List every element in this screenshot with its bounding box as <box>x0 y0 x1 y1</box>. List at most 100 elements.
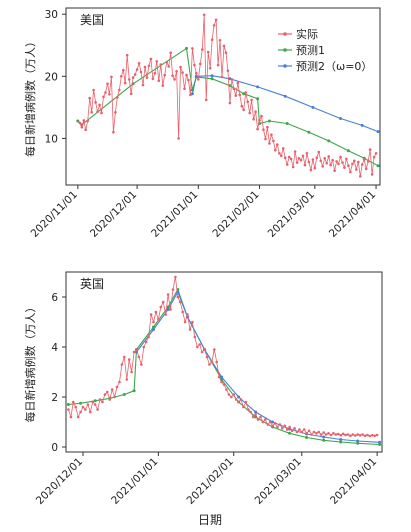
point-actual-2021-03-28 <box>366 433 369 437</box>
point-actual-2021-01-07 <box>208 66 212 70</box>
point-actual-2021-01-04 <box>164 313 167 316</box>
point-actual-2021-01-29 <box>252 117 255 121</box>
point-actual-2021-02-11 <box>278 152 281 155</box>
point-actual-2021-03-24 <box>356 433 360 436</box>
point-forecast2-2020-12-29 <box>190 92 194 96</box>
point-forecast1-2020-12-18 <box>122 393 126 396</box>
point-actual-2021-03-22 <box>351 433 355 436</box>
x-tick-label-2020-12-01: 2020/12/01 <box>88 189 139 240</box>
point-actual-2021-03-13 <box>329 433 333 437</box>
legend-label-forecast2: 预测2（ω=0） <box>296 60 372 73</box>
point-actual-2021-03-30 <box>370 173 374 176</box>
point-actual-2021-03-17 <box>339 434 343 437</box>
legend-label-actual: 实际 <box>296 27 318 41</box>
point-actual-2021-03-02 <box>302 428 306 431</box>
point-actual-2020-12-07 <box>96 408 99 411</box>
point-actual-2021-01-11 <box>181 310 184 314</box>
point-actual-2021-01-05 <box>166 293 170 296</box>
point-forecast1-2021-03-17 <box>339 440 343 444</box>
point-actual-2021-03-31 <box>373 434 377 438</box>
point-actual-2021-03-17 <box>345 157 348 161</box>
point-actual-2021-02-23 <box>285 428 289 431</box>
series-forecast2 <box>135 290 382 444</box>
point-actual-2020-12-24 <box>137 355 141 359</box>
series-line-forecast2 <box>191 75 379 133</box>
point-forecast2-2021-04-02 <box>376 130 380 134</box>
point-actual-2021-01-18 <box>198 343 201 346</box>
y-tick-label-2: 2 <box>51 392 58 404</box>
point-actual-2020-12-02 <box>84 408 87 411</box>
point-actual-2020-12-03 <box>139 70 143 74</box>
point-actual-2021-01-13 <box>220 75 224 79</box>
point-forecast1-2021-02-15 <box>285 122 289 125</box>
point-actual-2021-02-07 <box>247 408 250 411</box>
point-actual-2021-02-13 <box>281 147 285 150</box>
point-actual-2020-12-27 <box>144 340 148 344</box>
point-actual-2020-11-13 <box>100 111 103 115</box>
point-actual-2021-02-23 <box>301 154 305 158</box>
point-actual-2021-01-06 <box>206 50 210 54</box>
point-actual-2021-03-26 <box>362 158 366 161</box>
point-actual-2020-11-29 <box>131 76 135 79</box>
point-actual-2021-02-22 <box>283 424 287 428</box>
point-actual-2021-01-18 <box>230 78 234 81</box>
x-tick-label-2021-03-01: 2021/03/01 <box>266 189 317 240</box>
plot-frame <box>65 7 381 186</box>
point-forecast2-2020-12-30 <box>152 328 155 331</box>
point-actual-2021-02-10 <box>276 143 279 146</box>
point-forecast1-2021-03-24 <box>356 441 360 445</box>
point-actual-2021-02-09 <box>274 148 277 152</box>
point-actual-2021-03-08 <box>317 430 321 434</box>
point-actual-2020-11-26 <box>125 53 129 57</box>
point-actual-2021-02-22 <box>299 158 303 162</box>
point-actual-2021-02-27 <box>295 430 299 434</box>
point-actual-2020-11-17 <box>108 93 111 96</box>
legend-marker-actual <box>283 32 287 36</box>
point-actual-2021-02-19 <box>276 425 279 429</box>
point-actual-2021-03-12 <box>327 432 330 435</box>
point-forecast1-2020-12-22 <box>132 389 136 393</box>
point-actual-2020-11-25 <box>67 408 70 411</box>
point-actual-2021-01-26 <box>217 375 221 379</box>
point-actual-2021-01-23 <box>210 360 214 364</box>
point-actual-2020-12-23 <box>179 65 182 69</box>
point-actual-2021-03-14 <box>339 155 342 159</box>
point-actual-2020-12-25 <box>183 87 186 90</box>
point-actual-2021-01-02 <box>159 305 163 309</box>
panel-title: 英国 <box>80 277 104 291</box>
point-actual-2020-12-21 <box>130 370 133 374</box>
point-actual-2021-03-06 <box>312 430 316 434</box>
point-actual-2020-12-25 <box>140 363 143 366</box>
point-forecast1-2020-12-06 <box>93 399 97 403</box>
point-actual-2021-02-10 <box>254 413 257 416</box>
point-actual-2020-12-15 <box>163 73 166 77</box>
panel-title: 美国 <box>80 13 104 27</box>
point-actual-2021-02-26 <box>293 427 296 430</box>
series-line-actual <box>79 14 377 177</box>
point-actual-2021-03-18 <box>347 164 350 167</box>
point-actual-2021-03-25 <box>358 434 362 437</box>
point-actual-2021-02-26 <box>307 160 311 164</box>
point-actual-2021-01-21 <box>205 355 209 359</box>
point-actual-2021-04-01 <box>374 152 378 155</box>
point-actual-2020-11-23 <box>120 75 123 78</box>
point-actual-2021-01-13 <box>186 313 189 316</box>
point-actual-2021-03-20 <box>346 433 350 436</box>
point-actual-2021-01-07 <box>171 288 175 291</box>
point-actual-2020-12-28 <box>189 93 192 97</box>
point-actual-2021-02-05 <box>266 125 269 129</box>
point-actual-2021-03-19 <box>349 170 352 174</box>
point-actual-2021-03-16 <box>343 166 346 169</box>
point-actual-2020-12-19 <box>171 74 174 77</box>
point-actual-2021-01-06 <box>169 308 172 311</box>
series-forecast2 <box>190 74 380 134</box>
point-actual-2021-01-19 <box>200 350 204 354</box>
point-forecast1-2021-03-18 <box>346 149 350 153</box>
legend-marker-forecast2 <box>283 64 287 68</box>
point-forecast1-2020-11-30 <box>79 401 83 405</box>
point-forecast2-2021-01-31 <box>256 85 260 89</box>
point-actual-2021-03-07 <box>325 162 329 165</box>
point-actual-2021-02-02 <box>260 114 263 118</box>
